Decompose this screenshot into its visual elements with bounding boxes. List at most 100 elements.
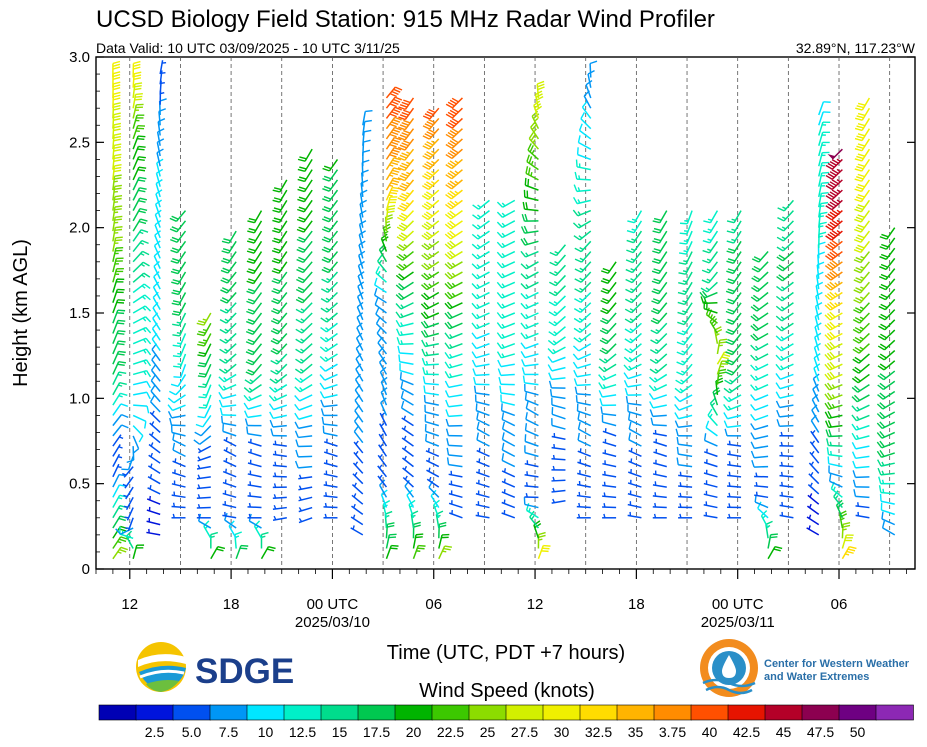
barb-6-120 [245, 363, 263, 376]
barb-5-42 [222, 490, 237, 499]
barb-30-192 [853, 240, 870, 254]
barb-27-204 [776, 220, 794, 232]
barb-9-84 [321, 416, 338, 427]
barb-7-78 [270, 428, 287, 437]
barb-4-150 [196, 312, 212, 326]
barb-23-144 [676, 322, 693, 336]
barb-25-54 [727, 471, 742, 478]
barb-29-18 [841, 521, 851, 539]
barb-22-174 [651, 271, 668, 285]
barb-14-228 [445, 179, 463, 190]
barb-25-168 [725, 281, 742, 295]
barb-0-114 [112, 361, 126, 375]
barb-15-126 [471, 351, 490, 359]
barb-3-30 [171, 513, 186, 519]
barb-1-246 [132, 135, 146, 150]
barb-3-186 [170, 251, 187, 264]
barb-22-48 [652, 481, 667, 488]
barb-0-288 [112, 60, 121, 78]
barb-13-204 [421, 220, 440, 231]
barb-15-36 [475, 501, 490, 509]
barb-25-42 [727, 492, 742, 499]
barb-3-42 [171, 491, 186, 499]
barb-21-72 [628, 432, 642, 447]
barb-16-192 [496, 240, 516, 249]
barb-8-102 [294, 394, 313, 402]
barb-29-150 [824, 311, 843, 321]
barb-18-94 [551, 397, 566, 410]
barb-23-192 [678, 241, 693, 255]
barb-11-222 [385, 177, 401, 191]
barb-30-78 [851, 432, 870, 441]
barb-1-234 [132, 156, 146, 170]
barb-14-66 [446, 447, 463, 458]
barb-1-36 [124, 507, 134, 521]
barb-6-168 [246, 281, 263, 295]
barb-1-162 [132, 283, 151, 294]
barb-12-6 [412, 544, 426, 560]
barb-29-222 [825, 189, 843, 201]
barb-12-150 [395, 311, 414, 319]
barb-0-228 [112, 164, 122, 180]
barb-13-78 [424, 424, 440, 437]
barb-13-186 [421, 250, 440, 261]
barb-22-186 [651, 251, 668, 264]
barb-23-96 [674, 403, 693, 411]
barb-15-216 [472, 199, 490, 210]
barb-11-168 [375, 266, 387, 283]
barb-15-192 [471, 240, 490, 250]
barb-26-168 [751, 281, 769, 293]
barb-21-204 [626, 220, 643, 234]
barb-12-228 [397, 179, 415, 192]
barb-19-96 [575, 395, 591, 406]
barb-1-78 [132, 435, 140, 454]
barb-22-138 [650, 332, 668, 345]
barb-15-66 [476, 447, 490, 458]
barb-22-156 [650, 302, 668, 315]
barb-15-84 [476, 412, 490, 427]
barb-19-60 [577, 459, 592, 468]
barb-6-126 [245, 353, 263, 366]
barb-18-142 [548, 326, 566, 337]
barb-1-42 [123, 496, 134, 511]
barb-15-90 [475, 403, 490, 417]
barb-17-228 [525, 166, 539, 181]
barb-30-90 [851, 414, 870, 422]
barb-17-108 [522, 375, 539, 386]
barb-29-6 [841, 545, 857, 560]
barb-24-84 [707, 408, 718, 427]
barb-5-60 [223, 457, 237, 468]
barb-16-132 [496, 342, 516, 350]
barb-10-56 [352, 461, 364, 474]
barb-28-242 [818, 141, 830, 157]
barb-10-26 [350, 514, 364, 526]
barb-1-126 [132, 348, 152, 356]
barb-17-78 [524, 423, 539, 437]
barb-17-84 [525, 412, 539, 427]
barb-4-72 [197, 445, 212, 454]
barb-0-186 [112, 236, 123, 252]
barb-29-54 [828, 465, 843, 478]
barb-20-108 [598, 382, 617, 390]
barb-13-162 [420, 291, 440, 301]
barb-1-72 [126, 446, 135, 464]
barb-31-122 [877, 360, 896, 371]
barb-23-126 [676, 353, 693, 366]
barb-8-228 [297, 179, 313, 193]
barb-20-162 [600, 292, 617, 305]
x-tick-label-0: 12 [121, 596, 138, 613]
barb-3-180 [170, 261, 187, 275]
barb-31-110 [877, 380, 896, 391]
barb-25-144 [725, 322, 742, 335]
barb-29-216 [825, 199, 843, 211]
barb-0-216 [112, 184, 122, 201]
barb-5-192 [221, 240, 237, 254]
barb-11-84 [379, 412, 388, 426]
barb-8-96 [294, 403, 313, 411]
barb-30-162 [853, 292, 870, 304]
barb-29-48 [828, 473, 843, 488]
colorbar-cell-13 [579, 704, 618, 721]
barb-19-228 [574, 171, 591, 181]
barb-14-168 [444, 281, 463, 290]
colorbar-cell-12 [542, 704, 581, 721]
